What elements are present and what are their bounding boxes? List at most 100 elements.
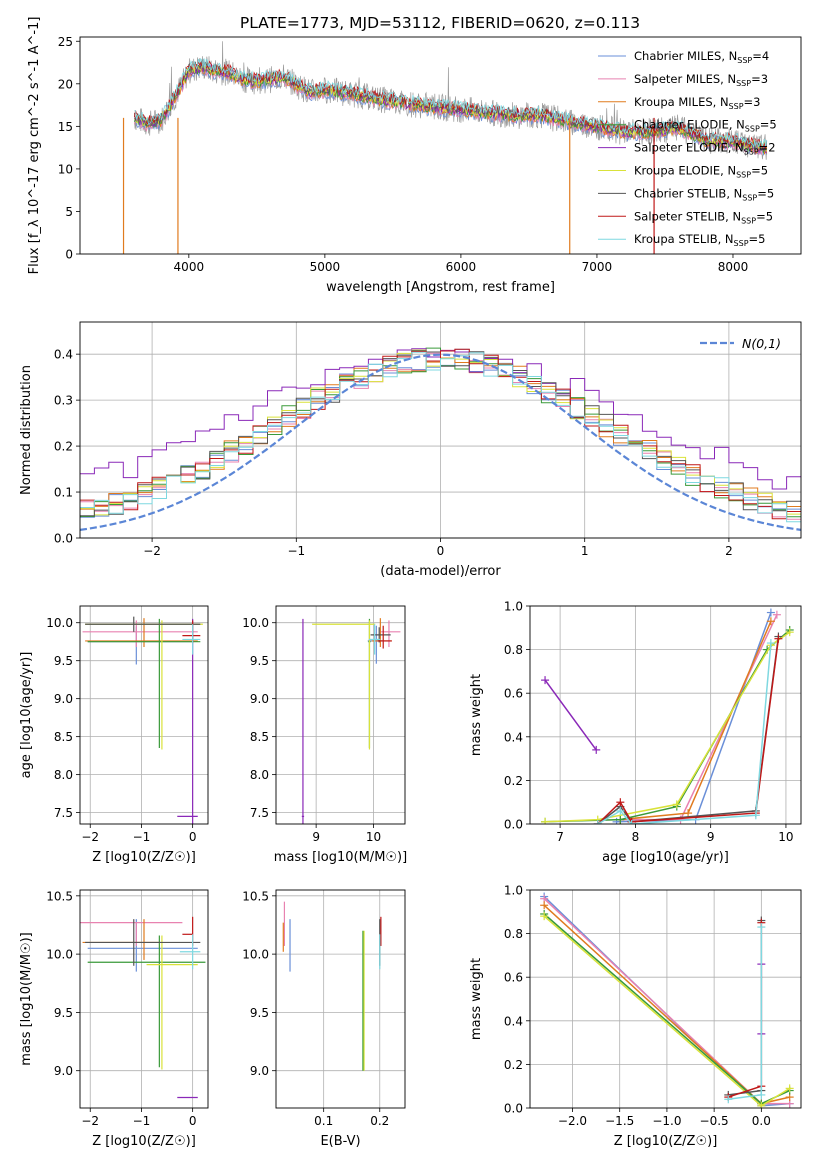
- x-tick-label: 6000: [446, 260, 477, 274]
- x-tick-label: −2: [81, 830, 99, 844]
- weight-marker-kroupa-stelib: [616, 806, 625, 815]
- mass-vs-metallicity-panel: −2 −1 0 9.0 9.5 10.0 10.5 Z [log10(Z/Z☉)] mass […: [19, 889, 209, 1149]
- legend-entry: Chabrier STELIB, NSSP=5: [634, 186, 774, 202]
- x-tick-label: −2: [143, 544, 161, 558]
- x-tick-label: 4000: [174, 260, 205, 274]
- y-tick-label: 9.5: [54, 1006, 73, 1020]
- histogram-salpeter-stelib: [80, 348, 801, 520]
- y-tick-label: 7.5: [250, 806, 269, 820]
- y-tick-label: 8.0: [54, 768, 73, 782]
- errorbar-salpeter-miles: [82, 620, 198, 648]
- age-vs-metallicity-panel: −2 −1 0 7.5 8.0 8.5 9.0 9.5 10.0 Z [log10(Z/Z☉)] a…: [19, 605, 209, 865]
- errorbar-chabrier-elodie: [87, 618, 201, 749]
- x-tick-label: 1: [581, 544, 589, 558]
- y-tick-label: 0.4: [504, 730, 523, 744]
- axes-frame: [529, 889, 802, 1109]
- y-tick-label: 10.0: [46, 616, 73, 630]
- y-tick-label: 1.0: [504, 600, 523, 614]
- y-tick-label: 0.8: [504, 643, 523, 657]
- x-tick-label: 2: [725, 544, 733, 558]
- weight-marker-kroupa-miles: [540, 901, 549, 910]
- y-tick-label: 9.5: [54, 654, 73, 668]
- x-tick-label: 0.1: [314, 1114, 333, 1128]
- x-axis-label: E(B-V): [320, 1134, 360, 1149]
- weight-marker-kroupa-miles: [684, 809, 693, 818]
- axes-frame: [79, 889, 209, 1109]
- axes-frame: [275, 889, 406, 1109]
- x-tick-label: −1: [133, 830, 151, 844]
- y-tick-label: 10.0: [242, 948, 269, 962]
- weight-vs-metallicity-panel: −2.0 −1.5 −1.0 −0.5 0.0 0.0 0.2 0.4 0.6 0.8 1.0 Z […: [469, 884, 802, 1149]
- legend: Chabrier MILES, NSSP=4 Salpeter MILES, NS…: [598, 49, 777, 248]
- x-tick-label: 0: [189, 1114, 197, 1128]
- x-tick-label: 0: [189, 830, 197, 844]
- plot-area: [80, 916, 206, 1099]
- y-tick-label: 9.0: [250, 1064, 269, 1078]
- plot-area: [122, 41, 768, 254]
- y-tick-label: 0.0: [504, 1102, 523, 1116]
- errorbar-chabrier-elodie: [87, 935, 206, 1068]
- weight-marker-kroupa-stelib: [593, 820, 602, 824]
- weight-marker-kroupa-elodie: [672, 800, 681, 809]
- y-tick-label: 9.0: [250, 692, 269, 706]
- weight-marker-kroupa-elodie: [757, 1101, 766, 1108]
- x-tick-label: 0.0: [752, 1114, 771, 1128]
- legend: N(0,1): [700, 336, 781, 351]
- x-tick-label: −2.0: [558, 1114, 587, 1128]
- errorbar-kroupa-elodie: [312, 620, 376, 750]
- x-tick-label: 10: [778, 830, 793, 844]
- x-tick-label: 9: [707, 830, 715, 844]
- weight-marker-kroupa-stelib: [751, 811, 760, 820]
- mass-vs-ebv-panel: 0.1 0.2 9.0 9.5 10.0 10.5 E(B-V): [242, 889, 406, 1149]
- legend-entry: Salpeter ELODIE, NSSP=2: [634, 141, 776, 157]
- y-tick-label: 15: [58, 120, 73, 134]
- y-tick-label: 25: [58, 35, 73, 49]
- weight-marker-salpeter-elodie: [592, 745, 601, 754]
- weight-marker-kroupa-stelib: [757, 923, 766, 932]
- x-tick-label: 0.2: [370, 1114, 389, 1128]
- weight-line-salpeter-elodie: [544, 679, 597, 751]
- x-tick-label: −1.0: [652, 1114, 681, 1128]
- y-tick-label: 9.0: [54, 692, 73, 706]
- y-tick-label: 0.4: [504, 1014, 523, 1028]
- legend-entry: Kroupa STELIB, NSSP=5: [634, 232, 765, 248]
- residuals-panel: −2 −1 0 1 2 0.0 0.1 0.2 0.3 0.4 (data-model)/error…: [19, 321, 802, 579]
- figure-title: PLATE=1773, MJD=53112, FIBERID=0620, z=0…: [240, 14, 640, 32]
- y-tick-label: 8.5: [54, 730, 73, 744]
- y-tick-label: 10.0: [46, 948, 73, 962]
- errorbar-kroupa-stelib: [182, 624, 201, 655]
- x-axis-label: Z [log10(Z/Z☉)]: [614, 1134, 718, 1149]
- y-axis-label: age [log10(age/yr)]: [19, 652, 34, 779]
- x-tick-label: −0.5: [700, 1114, 729, 1128]
- x-axis-label: (data-model)/error: [380, 564, 501, 579]
- plot-area: [82, 616, 203, 824]
- x-tick-label: −1: [287, 544, 305, 558]
- weight-line-kroupa-stelib: [728, 927, 763, 1101]
- x-axis-label: mass [log10(M/M☉)]: [274, 850, 407, 865]
- errorbar-kroupa-stelib: [368, 624, 381, 655]
- y-tick-label: 9.0: [54, 1064, 73, 1078]
- spectrum-panel: 4000 5000 6000 7000 8000 0 5 10 15 20 25 wavelength…: [27, 17, 802, 295]
- x-tick-label: −1: [133, 1114, 151, 1128]
- y-axis-label: mass weight: [469, 674, 484, 756]
- weight-marker-kroupa-elodie: [785, 1084, 794, 1093]
- errorbar-chabrier-stelib: [85, 616, 201, 632]
- weight-line-kroupa-miles: [620, 621, 772, 821]
- x-axis-label: age [log10(age/yr)]: [602, 850, 729, 865]
- axes-frame: [79, 605, 209, 825]
- weight-marker-kroupa-stelib: [757, 1090, 766, 1099]
- weight-marker-salpeter-miles: [772, 610, 781, 619]
- weight-marker-salpeter-stelib: [774, 634, 783, 643]
- errorbar-salpeter-elodie: [177, 618, 198, 824]
- legend-entry: Salpeter MILES, NSSP=3: [634, 72, 768, 88]
- errorbar-kroupa-elodie: [146, 935, 198, 1070]
- plot-area: [540, 892, 794, 1108]
- x-tick-label: 10: [366, 830, 381, 844]
- weight-marker-kroupa-miles: [766, 617, 775, 626]
- weight-marker-kroupa-elodie: [785, 628, 794, 637]
- y-tick-label: 0.0: [54, 532, 73, 546]
- y-tick-label: 0.2: [54, 440, 73, 454]
- y-tick-label: 0.8: [504, 927, 523, 941]
- x-tick-label: 0: [437, 544, 445, 558]
- weight-marker-chabrier-elodie: [616, 815, 625, 824]
